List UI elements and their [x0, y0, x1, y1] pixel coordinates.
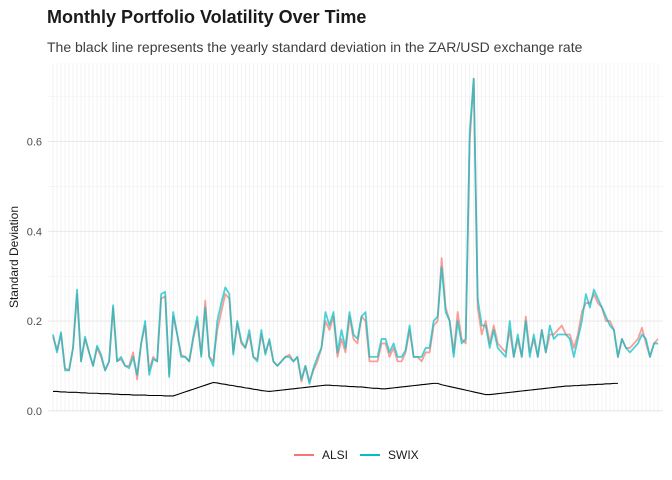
- series-line-zar-usd: [53, 381, 618, 397]
- chart-title: Monthly Portfolio Volatility Over Time: [47, 7, 367, 27]
- y-tick-label: 0.0: [27, 406, 42, 418]
- y-tick-label: 0.6: [27, 137, 42, 149]
- series-line-alsi: [52, 77, 659, 383]
- y-axis-label: Standard Deviation: [7, 206, 21, 308]
- grid-major: [48, 141, 663, 412]
- chart-subtitle: The black line represents the yearly sta…: [47, 39, 583, 55]
- legend: ALSI SWIX: [294, 448, 419, 462]
- legend-label-alsi: ALSI: [322, 448, 348, 462]
- legend-label-swix: SWIX: [388, 448, 419, 462]
- y-axis-ticks: 0.0 0.2 0.4 0.6: [27, 137, 42, 418]
- y-tick-label: 0.2: [27, 316, 42, 328]
- grid-minor: [48, 63, 663, 413]
- series-layer: [52, 77, 659, 397]
- series-line-swix: [52, 77, 658, 385]
- y-tick-label: 0.4: [27, 226, 42, 238]
